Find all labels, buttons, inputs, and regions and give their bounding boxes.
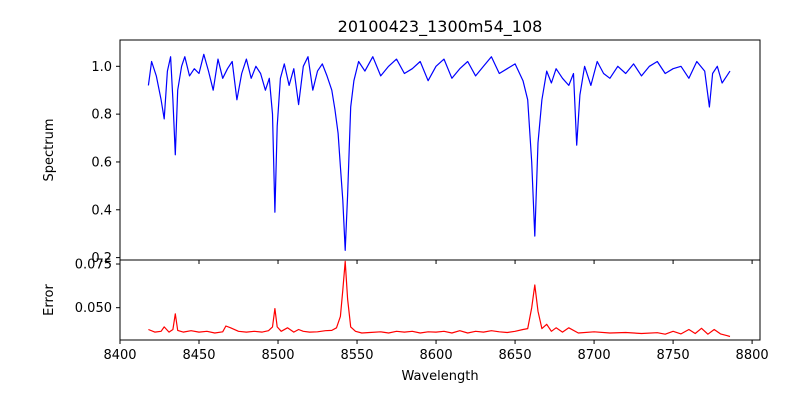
- spectrum-series-line: [147, 53, 731, 251]
- x-tick-label: 8550: [340, 348, 373, 363]
- x-tick-label: 8800: [736, 348, 769, 363]
- error-y-ticks: 0.050 0.075: [75, 258, 120, 316]
- spectrum-y-axis-label: Spectrum: [42, 119, 57, 182]
- spectrum-y-ticks: 0.2 0.4 0.6 0.8 1.0: [91, 60, 120, 266]
- error-y-tick-label: 0.075: [75, 258, 112, 273]
- error-x-ticks: 8400 8450 8500 8550 8600 8650 8700 8750 8800: [103, 340, 769, 363]
- spectrum-y-tick-label: 0.4: [91, 203, 112, 218]
- x-tick-label: 8650: [499, 348, 532, 363]
- x-tick-label: 8500: [261, 348, 294, 363]
- x-tick-label: 8400: [103, 348, 136, 363]
- x-axis-label: Wavelength: [401, 369, 478, 384]
- spectrum-y-tick-label: 0.6: [91, 155, 112, 170]
- spectrum-y-tick-label: 0.2: [91, 251, 112, 266]
- spectrum-y-tick-label: 1.0: [91, 60, 112, 75]
- error-series-line: [148, 260, 731, 338]
- x-tick-label: 8750: [657, 348, 690, 363]
- x-tick-label: 8700: [578, 348, 611, 363]
- chart-title: 20100423_1300m54_108: [338, 17, 543, 37]
- error-y-tick-label: 0.050: [75, 301, 112, 316]
- x-tick-label: 8600: [420, 348, 453, 363]
- error-y-axis-label: Error: [42, 284, 57, 316]
- spectrum-y-tick-label: 0.8: [91, 108, 112, 123]
- error-axes-frame: [119, 259, 761, 341]
- x-tick-label: 8450: [182, 348, 215, 363]
- spectrum-panel: 0.2 0.4 0.6 0.8 1.0 Spectrum: [42, 39, 761, 266]
